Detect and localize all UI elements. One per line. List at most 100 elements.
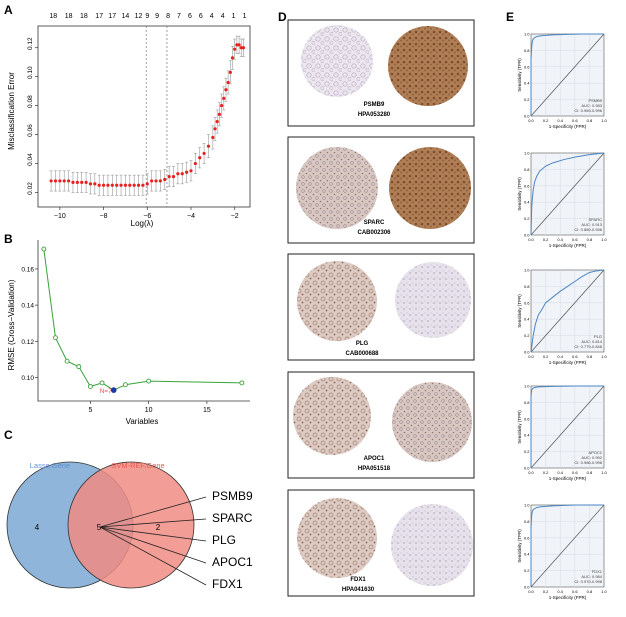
x-tick-label: 0.2 xyxy=(543,470,549,475)
diagonal-reference xyxy=(530,152,605,236)
error-point xyxy=(198,156,202,160)
x-tick-label: 10 xyxy=(145,407,153,414)
ihc-gene-label: PSMB9 xyxy=(364,102,385,108)
panel-label-d: D xyxy=(278,10,287,24)
x-tick-label: 0.8 xyxy=(587,470,593,475)
error-point xyxy=(80,180,84,184)
y-tick-label: 0.6 xyxy=(524,300,530,305)
x-tick-label: 0.2 xyxy=(543,118,549,123)
x-tick-label: 0.8 xyxy=(587,589,593,594)
error-point xyxy=(115,183,119,187)
error-point xyxy=(226,80,230,85)
error-point xyxy=(224,88,228,92)
top-variable-count: 9 xyxy=(155,13,159,20)
y-tick-label: 1.0 xyxy=(524,32,530,37)
top-variable-count: 17 xyxy=(95,13,103,20)
venn-diagram: Lasso.Gene SVM-REF.Gene 4 5 2 PSMB9 SPAR… xyxy=(6,461,253,591)
y-tick-label: 0.14 xyxy=(21,303,34,310)
roc-chart-fdx1: 0.00.0 0.2 0.2 0.4 0.4 0.6 0.6 0.8 0.8 1.0 1.0 FDX1… xyxy=(517,503,608,601)
x-tick-label: 0.4 xyxy=(557,118,563,123)
best-point xyxy=(110,387,117,393)
x-tick-label: 0.6 xyxy=(572,354,578,359)
top-variable-count: 8 xyxy=(166,13,170,20)
y-tick-label: 0.8 xyxy=(524,167,530,172)
x-tick-label: −8 xyxy=(100,213,108,220)
x-tick-label: 1.0 xyxy=(601,354,607,359)
y-tick-label: 0.4 xyxy=(524,200,530,205)
error-point xyxy=(193,161,197,166)
ihc-antibody-label: HPA053280 xyxy=(358,112,391,118)
lasso-cv-chart: Misclassification Error Log(λ) −10 −8 −6 −4… xyxy=(7,13,251,228)
top-variable-count: 14 xyxy=(122,13,130,20)
roc-curve xyxy=(530,269,605,353)
error-point xyxy=(101,183,106,187)
y-tick-label: 0.6 xyxy=(524,64,530,69)
roc-x-axis-label: 1-Specificity (FPR) xyxy=(549,595,587,600)
rfe-rmse-chart: RMSE (Cross−Validation) Variables N=7 5 10… xyxy=(7,240,250,426)
x-tick-label: 0.2 xyxy=(543,354,549,359)
x-tick-label: 0.6 xyxy=(572,237,578,242)
venn-connector-lines xyxy=(99,496,207,586)
roc-y-axis-label: Sensitivity (TPR) xyxy=(517,294,522,328)
rmse-point xyxy=(53,335,58,341)
ihc-box-fdx1: FDX1 HPA041630 xyxy=(287,489,475,597)
error-point xyxy=(62,179,66,183)
error-point xyxy=(176,172,180,176)
ihc-gene-label: APOC1 xyxy=(364,456,385,462)
roc-curve xyxy=(530,152,605,236)
error-point xyxy=(237,43,241,47)
x-tick-label: 0.6 xyxy=(572,118,578,123)
y-tick-label: 0.04 xyxy=(27,153,34,166)
rmse-line xyxy=(43,248,242,391)
y-tick-label: 0.0 xyxy=(524,466,530,471)
roc-y-axis-label: Sensitivity (TPR) xyxy=(517,529,522,563)
top-variable-count: 18 xyxy=(49,13,57,20)
roc-ci-label: CI: 0.986-0.998 xyxy=(574,460,602,465)
y-tick-label: 0.4 xyxy=(524,552,530,557)
error-point xyxy=(215,119,219,124)
rfe-x-axis-label: Variables xyxy=(126,417,159,426)
roc-ci-label: CI: 0.889-0.936 xyxy=(574,227,602,232)
diagonal-reference xyxy=(530,269,605,353)
error-point xyxy=(228,70,232,74)
error-point xyxy=(66,179,71,183)
y-tick-label: 0.08 xyxy=(27,95,34,108)
error-point xyxy=(222,96,226,100)
rmse-point xyxy=(87,384,93,389)
error-point xyxy=(180,172,184,176)
error-point xyxy=(211,135,215,140)
venn-lasso-label: Lasso.Gene xyxy=(30,461,70,470)
roc-curves-panel: 0.00.00.20.20.40.40.60.60.80.81.01.0PSMB… xyxy=(517,32,608,601)
lasso-y-axis-label: Misclassification Error xyxy=(7,72,16,150)
roc-curve xyxy=(530,33,604,116)
ihc-box-apoc1: APOC1 HPA051518 xyxy=(287,371,475,479)
roc-chart-psmb9: 0.00.0 0.2 0.2 0.4 0.4 0.6 0.6 0.8 0.8 1.0 1.0 PSMB… xyxy=(517,32,608,130)
error-point xyxy=(128,183,132,187)
roc-ci-label: CI: 0.779-0.848 xyxy=(574,344,602,349)
venn-shared-count: 5 xyxy=(97,523,102,532)
x-tick-label: 0.8 xyxy=(587,354,593,359)
x-tick-label: 0.8 xyxy=(587,118,593,123)
x-tick-label: 0.6 xyxy=(572,589,578,594)
venn-svm-only-count: 2 xyxy=(156,523,161,532)
ihc-antibody-label: HPA051518 xyxy=(358,466,391,472)
roc-chart-sparc: 0.00.0 0.2 0.2 0.4 0.4 0.6 0.6 0.8 0.8 1.0 1.0 SPAR… xyxy=(517,151,608,249)
top-variable-count: 18 xyxy=(80,13,88,20)
ihc-box-sparc: SPARC CAB002306 xyxy=(287,136,475,244)
panel-label-c: C xyxy=(4,428,13,442)
roc-ci-label: CI: 0.970-0.998 xyxy=(574,579,602,584)
x-tick-label: 0.4 xyxy=(557,237,563,242)
roc-auc-label: AUC: 0.992 xyxy=(581,455,602,460)
top-variable-count: 18 xyxy=(65,13,73,20)
rmse-point xyxy=(64,358,70,364)
error-point xyxy=(150,179,154,183)
x-tick-label: 0.0 xyxy=(528,237,534,242)
roc-ci-label: CI: 0.969-0.996 xyxy=(574,108,602,113)
rmse-point xyxy=(76,364,82,370)
x-tick-label: 0.0 xyxy=(528,589,534,594)
rmse-point xyxy=(146,378,152,384)
x-tick-label: 0.0 xyxy=(528,118,534,123)
error-point xyxy=(206,144,211,148)
y-tick-label: 0.2 xyxy=(524,449,530,454)
